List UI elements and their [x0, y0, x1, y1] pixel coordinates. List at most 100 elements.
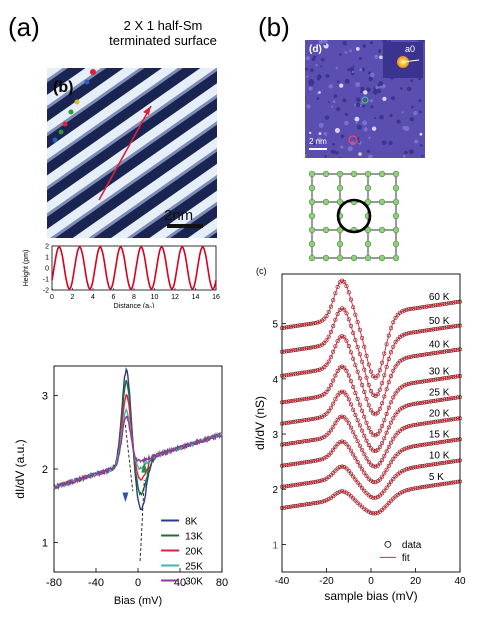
- speckle-dot: [411, 105, 414, 109]
- data-point: [366, 382, 371, 387]
- atomic-speckle: [305, 40, 425, 158]
- data-point: [355, 500, 360, 505]
- data-point: [377, 477, 382, 482]
- data-point: [377, 368, 382, 373]
- speckle-dot: [318, 40, 324, 44]
- data-point: [366, 509, 371, 514]
- y-axis-label: Height (pm): [23, 250, 30, 287]
- data-point: [377, 461, 382, 466]
- lattice-atom: [364, 170, 372, 178]
- speckle-dot: [368, 71, 371, 75]
- speckle-dot: [317, 74, 322, 80]
- data-point: [369, 408, 374, 413]
- data-point: [344, 368, 349, 373]
- data-point: [369, 430, 374, 435]
- speckle-dot: [339, 156, 342, 158]
- data-point: [395, 388, 400, 393]
- speckle-dot: [308, 86, 313, 91]
- data-point: [360, 467, 365, 472]
- data-point: [329, 473, 334, 478]
- scale-bar-d: [309, 148, 327, 150]
- data-point: [326, 409, 331, 414]
- data-point: [342, 335, 347, 340]
- data-point: [395, 361, 400, 366]
- data-point: [351, 331, 356, 336]
- lattice-atom: [392, 240, 400, 248]
- data-point: [364, 491, 369, 496]
- speckle-dot: [406, 86, 412, 92]
- data-point: [349, 350, 354, 355]
- data-point: [393, 412, 398, 417]
- speckle-dot: [362, 44, 367, 48]
- speckle-dot: [361, 67, 365, 72]
- data-point: [337, 465, 342, 470]
- atom-dot: [52, 137, 58, 143]
- data-point: [382, 436, 387, 441]
- data-point: [344, 393, 349, 398]
- data-point: [384, 430, 389, 435]
- data-point: [331, 323, 336, 328]
- data-point: [335, 369, 340, 374]
- data-point: [353, 477, 358, 482]
- a0-arrow: [402, 59, 420, 63]
- speckle-dot: [379, 115, 384, 120]
- data-point: [380, 491, 385, 496]
- legend-label: 30K: [185, 577, 203, 588]
- data-point: [375, 463, 380, 468]
- data-point: [404, 355, 409, 360]
- speckle-dot: [418, 110, 422, 114]
- data-point: [337, 365, 342, 370]
- speckle-dot: [379, 85, 383, 88]
- data-point: [349, 471, 354, 476]
- lattice-atom: [364, 198, 372, 206]
- speckle-dot: [360, 102, 363, 105]
- data-point: [344, 466, 349, 471]
- speckle-dot: [316, 97, 320, 100]
- data-point: [349, 494, 354, 499]
- speckle-dot: [362, 120, 368, 126]
- speckle-dot: [363, 127, 368, 132]
- temperature-label: 50 K: [429, 316, 450, 327]
- data-point: [340, 306, 345, 311]
- speckle-dot: [418, 99, 422, 103]
- data-point: [406, 466, 411, 471]
- speckle-dot: [374, 54, 379, 59]
- data-point: [400, 469, 405, 474]
- x-tick-label: -40: [88, 577, 104, 589]
- lattice-atom: [336, 226, 344, 234]
- x-tick-label: 4: [91, 294, 95, 301]
- data-point: [333, 317, 338, 322]
- data-point: [355, 345, 360, 350]
- inset-b-letter: (b): [53, 79, 73, 96]
- data-point: [333, 373, 338, 378]
- data-point: [404, 467, 409, 472]
- data-point: [395, 312, 400, 317]
- data-point: [351, 474, 356, 479]
- data-point: [366, 425, 371, 430]
- data-point: [344, 338, 349, 343]
- data-point: [402, 425, 407, 430]
- data-point: [355, 460, 360, 465]
- lattice-atom: [364, 240, 372, 248]
- data-point: [351, 430, 356, 435]
- temperature-spectra-chart: (c) -40 -20 0 20 40 1 2 3 4 5 sample bias (mV) dI/dV…: [253, 266, 466, 603]
- legend-label: 13K: [185, 532, 203, 543]
- data-point: [353, 413, 358, 418]
- speckle-dot: [377, 50, 381, 54]
- temperature-label: 5 K: [429, 472, 444, 483]
- data-point: [369, 478, 374, 483]
- data-point: [351, 385, 356, 390]
- arrow-head: [143, 106, 151, 115]
- data-point: [393, 340, 398, 345]
- data-point: [375, 447, 380, 452]
- data-point: [400, 427, 405, 432]
- inset-d-letter: (d): [309, 44, 322, 55]
- data-point: [402, 404, 407, 409]
- data-point: [400, 405, 405, 410]
- data-point: [362, 414, 367, 419]
- data-point: [382, 453, 387, 458]
- speckle-dot: [369, 41, 374, 45]
- data-point: [357, 376, 362, 381]
- data-point: [373, 375, 378, 380]
- lattice-atom: [336, 254, 344, 262]
